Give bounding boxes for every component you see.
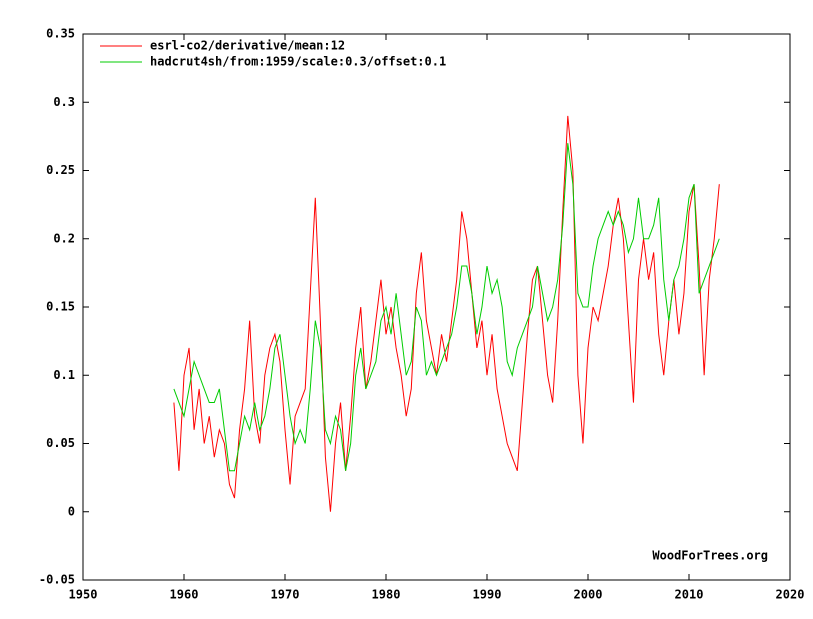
- y-tick-label: 0: [68, 504, 75, 518]
- legend-label: esrl-co2/derivative/mean:12: [150, 39, 345, 53]
- y-tick-label: 0.3: [53, 95, 75, 109]
- x-tick-label: 1980: [372, 588, 401, 602]
- y-tick-label: -0.05: [39, 573, 75, 587]
- data-line: [173, 115, 720, 512]
- y-tick-label: 0.35: [46, 27, 75, 41]
- x-tick-label: 2020: [776, 588, 805, 602]
- x-tick-label: 1970: [271, 588, 300, 602]
- data-line: [173, 143, 720, 472]
- x-tick-label: 2000: [574, 588, 603, 602]
- y-tick-label: 0.2: [53, 231, 75, 245]
- x-tick-label: 1990: [473, 588, 502, 602]
- annotation: WoodForTrees.org: [652, 549, 768, 563]
- y-tick-label: 0.05: [46, 436, 75, 450]
- y-tick-label: 0.15: [46, 300, 75, 314]
- x-tick-label: 1950: [69, 588, 98, 602]
- x-tick-label: 1960: [170, 588, 199, 602]
- plot-frame: [82, 33, 791, 581]
- y-tick-label: 0.25: [46, 163, 75, 177]
- legend-label: hadcrut4sh/from:1959/scale:0.3/offset:0.…: [150, 55, 446, 69]
- x-tick-label: 2010: [675, 588, 704, 602]
- y-tick-label: 0.1: [53, 368, 75, 382]
